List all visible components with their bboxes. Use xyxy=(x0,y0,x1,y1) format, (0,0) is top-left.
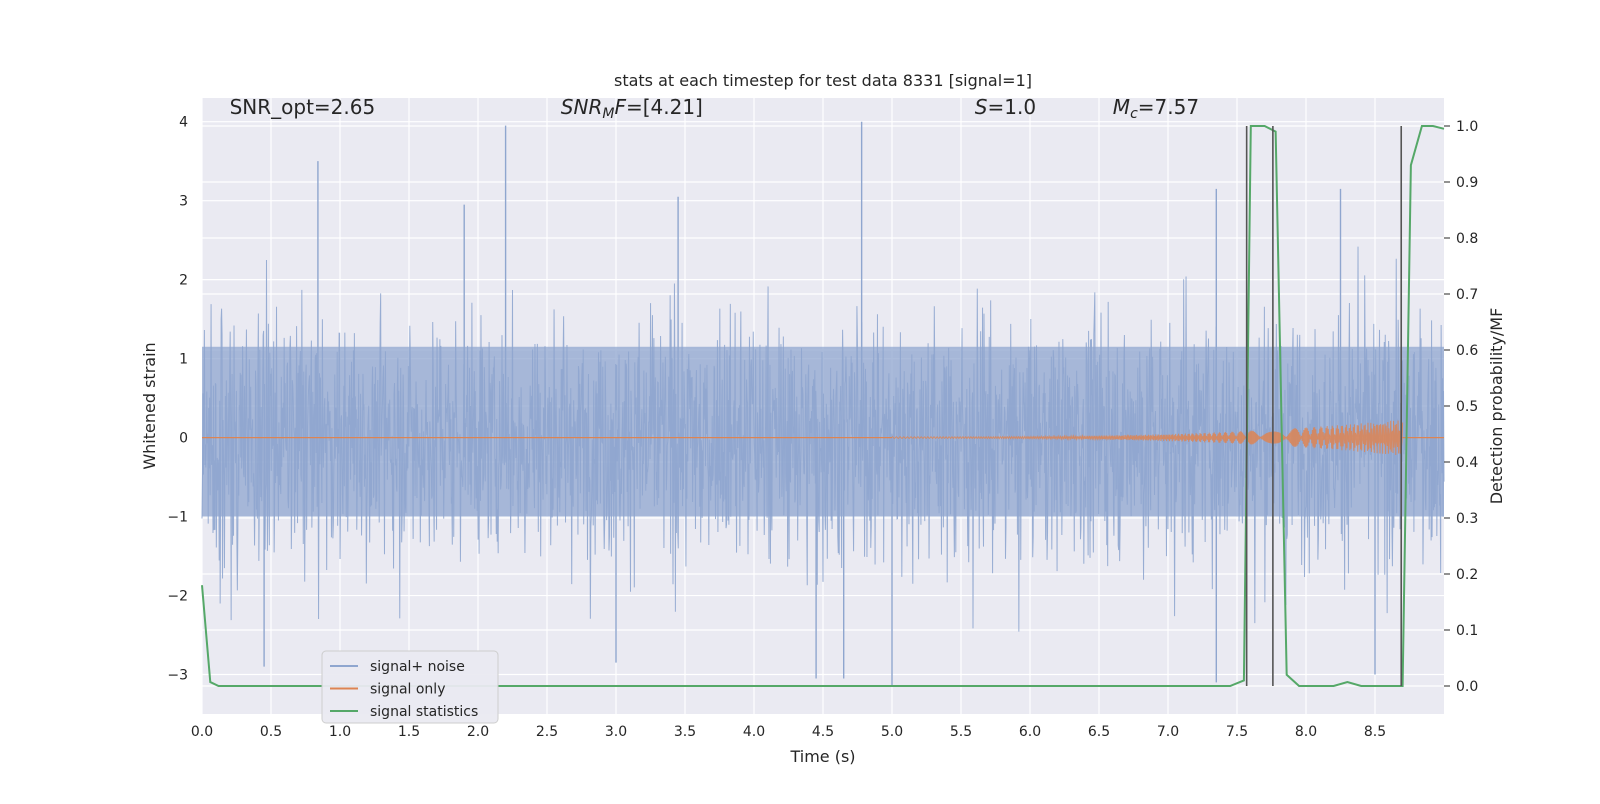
legend: signal+ noise signal only signal statistic… xyxy=(321,650,499,724)
y-tick-label: −1 xyxy=(167,510,188,526)
legend-box xyxy=(321,650,499,724)
x-tick-label: 1.5 xyxy=(398,724,420,740)
y-axis-label: Whitened strain xyxy=(140,342,159,469)
noise-core-band xyxy=(202,346,1444,517)
x-tick-label: 5.5 xyxy=(950,724,972,740)
x-axis-label: Time (s) xyxy=(789,747,855,766)
y2-tick-label: 0.6 xyxy=(1456,343,1478,359)
annotation-mc: Mc=7.57 xyxy=(1113,95,1199,122)
x-tick-label: 3.5 xyxy=(674,724,696,740)
y2-tick-label: 0.1 xyxy=(1456,623,1478,639)
legend-label: signal statistics xyxy=(370,704,478,720)
legend-label: signal+ noise xyxy=(370,659,465,675)
y-tick-labels: −3 −2 −1 0 1 2 3 4 xyxy=(167,115,188,684)
x-tick-label: 8.5 xyxy=(1364,724,1386,740)
annotation-snr-opt: SNR_opt=2.65 xyxy=(230,95,376,119)
y2-tick-label: 0.7 xyxy=(1456,287,1478,303)
y2-tick-label: 0.2 xyxy=(1456,567,1478,583)
x-tick-label: 7.5 xyxy=(1226,724,1248,740)
legend-label: signal only xyxy=(370,682,445,698)
y-tick-label: −3 xyxy=(167,668,188,684)
x-tick-label: 8.0 xyxy=(1295,724,1317,740)
x-tick-label: 0.5 xyxy=(260,724,282,740)
y2-tick-labels: 0.0 0.1 0.2 0.3 0.4 0.5 0.6 0.7 0.8 0.9 1.0 xyxy=(1444,119,1478,695)
annotation-snr-mf: SNRMF=[4.21] xyxy=(561,95,703,122)
x-tick-label: 2.0 xyxy=(467,724,489,740)
y-tick-label: 3 xyxy=(179,194,188,210)
annotation-s: S=1.0 xyxy=(975,95,1036,119)
x-tick-label: 4.0 xyxy=(743,724,765,740)
y2-tick-label: 0.0 xyxy=(1456,679,1478,695)
noise-series xyxy=(201,121,1445,687)
y2-axis-label: Detection probability/MF xyxy=(1487,308,1506,505)
y2-tick-label: 0.9 xyxy=(1456,175,1478,191)
x-tick-label: 4.5 xyxy=(812,724,834,740)
y2-tick-label: 0.8 xyxy=(1456,231,1478,247)
x-tick-label: 2.5 xyxy=(536,724,558,740)
x-tick-label: 6.5 xyxy=(1088,724,1110,740)
x-tick-label: 1.0 xyxy=(329,724,351,740)
x-tick-labels: 0.0 0.5 1.0 1.5 2.0 2.5 3.0 3.5 4.0 4.5 5.0 5.5 6.0 6… xyxy=(191,724,1386,740)
x-tick-label: 0.0 xyxy=(191,724,213,740)
y-tick-label: 0 xyxy=(179,431,188,447)
signal-chirp xyxy=(891,420,1404,456)
signal-series xyxy=(202,420,1444,456)
annotations: SNR_opt=2.65 SNRMF=[4.21] S=1.0 Mc=7.57 xyxy=(230,95,1199,122)
y-tick-label: 1 xyxy=(179,352,188,368)
y-tick-label: 2 xyxy=(179,273,188,289)
chart-title: stats at each timestep for test data 833… xyxy=(614,71,1032,90)
vertical-lines xyxy=(1245,126,1403,686)
y-tick-label: −2 xyxy=(167,589,188,605)
y2-tick-label: 1.0 xyxy=(1456,119,1478,135)
x-tick-label: 5.0 xyxy=(881,724,903,740)
y2-tick-label: 0.5 xyxy=(1456,399,1478,415)
x-tick-label: 3.0 xyxy=(605,724,627,740)
y2-tick-label: 0.4 xyxy=(1456,455,1478,471)
x-tick-label: 7.0 xyxy=(1157,724,1179,740)
y2-tick-label: 0.3 xyxy=(1456,511,1478,527)
y-tick-label: 4 xyxy=(179,115,188,131)
x-tick-label: 6.0 xyxy=(1019,724,1041,740)
